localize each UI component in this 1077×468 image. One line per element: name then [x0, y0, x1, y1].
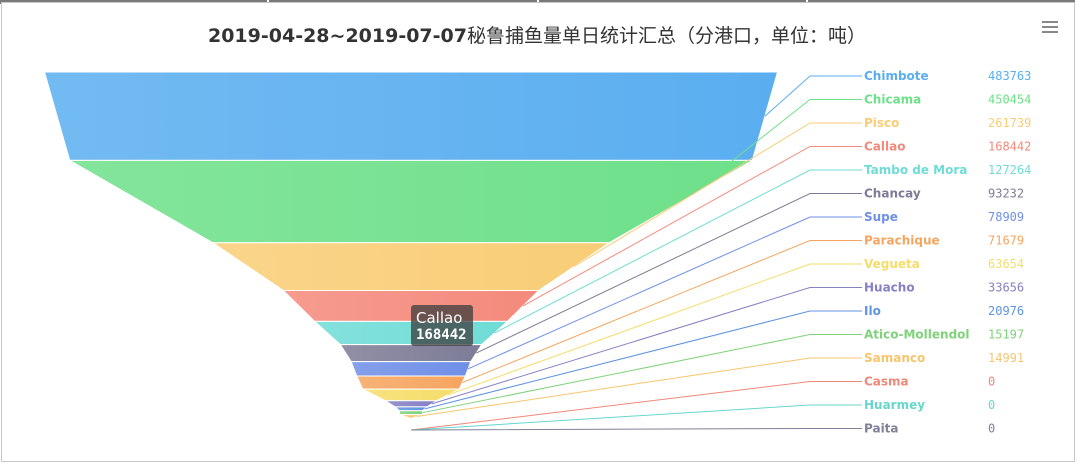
- category-label[interactable]: Paita: [864, 422, 899, 436]
- category-label[interactable]: Vegueta: [864, 257, 920, 271]
- category-label[interactable]: Samanco: [864, 351, 925, 365]
- chart-title: 2019-04-28~2019-07-07秘鲁捕鱼量单日统计汇总（分港口，单位：…: [2, 21, 1072, 48]
- category-label[interactable]: Chimbote: [864, 69, 929, 83]
- category-label[interactable]: Supe: [864, 210, 898, 224]
- leader-line: [467, 216, 862, 370]
- funnel-segment-chimbote[interactable]: [43, 71, 779, 161]
- category-label[interactable]: Pisco: [864, 116, 899, 130]
- value-label: 93232: [988, 187, 1024, 201]
- leader-line: [424, 310, 862, 410]
- category-label[interactable]: Chancay: [864, 187, 921, 201]
- category-label[interactable]: Ilo: [864, 304, 881, 318]
- chart-title-suffix: 秘鲁捕鱼量单日统计汇总（分港口，单位：吨）: [466, 25, 866, 47]
- leader-line: [764, 75, 862, 117]
- leader-line: [462, 240, 862, 384]
- category-label[interactable]: Huacho: [864, 281, 915, 295]
- leader-line: [680, 99, 862, 202]
- value-label: 14991: [988, 351, 1024, 365]
- category-label[interactable]: Tambo de Mora: [864, 163, 967, 177]
- leader-line: [422, 334, 862, 414]
- tooltip-name: Callao: [416, 309, 463, 327]
- funnel-segment-parachique[interactable]: [355, 375, 467, 390]
- leader-line: [410, 428, 862, 431]
- funnel-segment-atico-mollendol[interactable]: [398, 410, 424, 416]
- leader-line: [522, 146, 862, 307]
- leader-line: [475, 193, 862, 354]
- tooltip: Callao 168442: [411, 305, 473, 346]
- tooltip-value: 168442: [416, 327, 467, 343]
- hamburger-menu-icon[interactable]: [1042, 21, 1058, 34]
- value-label: 78909: [988, 210, 1024, 224]
- value-label: 15197: [988, 328, 1024, 342]
- value-label: 261739: [988, 116, 1031, 130]
- funnel-segment-chancay[interactable]: [339, 344, 483, 363]
- value-label: 71679: [988, 234, 1024, 248]
- value-label: 0: [988, 422, 995, 436]
- category-label[interactable]: Atico-Mollendol: [864, 328, 970, 342]
- category-label[interactable]: Chicama: [864, 93, 921, 107]
- leader-line: [416, 357, 862, 418]
- category-label[interactable]: Callao: [864, 140, 905, 154]
- category-label[interactable]: Parachique: [864, 234, 940, 248]
- leader-line: [447, 263, 862, 396]
- value-label: 483763: [988, 69, 1031, 83]
- leader-line: [431, 287, 862, 405]
- leader-line: [410, 404, 862, 431]
- category-label[interactable]: Casma: [864, 375, 909, 389]
- value-label: 0: [988, 375, 995, 389]
- leader-line: [494, 169, 862, 334]
- leader-line: [573, 122, 862, 268]
- chart-title-date-range: 2019-04-28~2019-07-07: [207, 25, 467, 47]
- category-label[interactable]: Huarmey: [864, 398, 925, 412]
- funnel-segment-huacho[interactable]: [383, 400, 439, 408]
- value-label: 0: [988, 398, 995, 412]
- value-label: 63654: [988, 257, 1024, 271]
- value-label: 450454: [988, 93, 1031, 107]
- funnel-segment-chicama[interactable]: [67, 159, 755, 244]
- value-label: 127264: [988, 163, 1031, 177]
- value-label: 33656: [988, 281, 1024, 295]
- funnel-segment-ilo[interactable]: [393, 406, 429, 412]
- funnel-segment-vegueta[interactable]: [362, 388, 460, 402]
- leader-line: [410, 381, 862, 431]
- funnel-segment-samanco[interactable]: [399, 414, 423, 419]
- value-label: 20976: [988, 304, 1024, 318]
- funnel-segment-supe[interactable]: [350, 361, 472, 377]
- value-label: 168442: [988, 140, 1031, 154]
- funnel-segment-pisco[interactable]: [211, 242, 611, 292]
